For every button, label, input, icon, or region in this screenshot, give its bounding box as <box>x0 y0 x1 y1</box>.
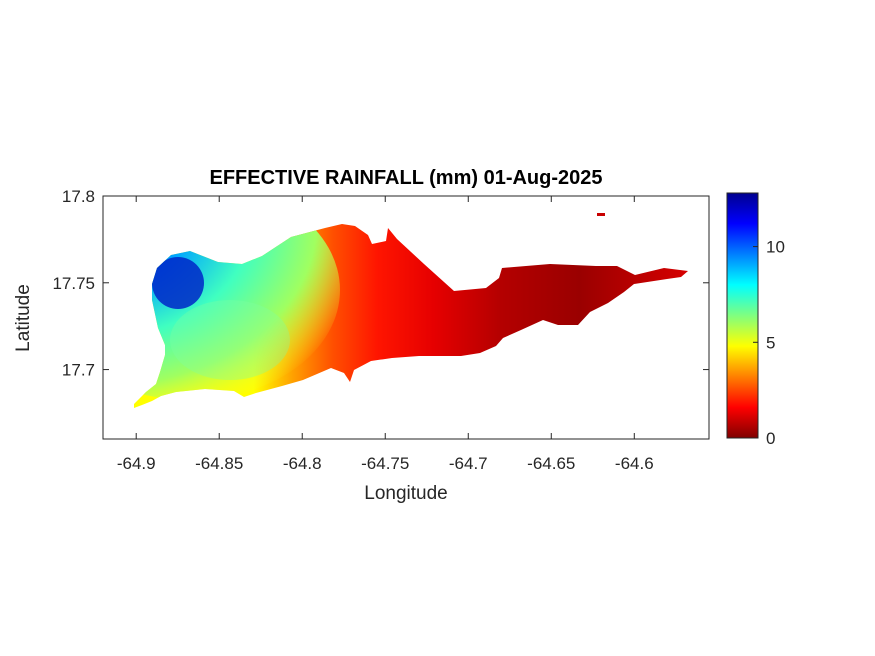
y-tick-label: 17.75 <box>52 274 95 293</box>
y-tick-label: 17.7 <box>62 361 95 380</box>
colorbar-tick-label: 5 <box>766 333 775 352</box>
x-tick-label: -64.7 <box>449 454 488 473</box>
y-tick-label: 17.8 <box>62 187 95 206</box>
islet <box>597 213 605 216</box>
colorbar-ticks: 0 5 10 <box>753 238 785 448</box>
x-tick-label: -64.6 <box>615 454 654 473</box>
colorbar: 0 5 10 <box>726 192 785 448</box>
x-tick-label: -64.8 <box>283 454 322 473</box>
colorbar-gradient <box>726 192 759 439</box>
x-tick-label: -64.65 <box>527 454 575 473</box>
x-tick-label: -64.9 <box>117 454 156 473</box>
x-tick-label: -64.85 <box>195 454 243 473</box>
x-axis-label: Longitude <box>364 483 447 504</box>
chart-title: EFFECTIVE RAINFALL (mm) 01-Aug-2025 <box>209 167 602 189</box>
x-tick-label: -64.75 <box>361 454 409 473</box>
x-axis-ticks: -64.9 -64.85 -64.8 -64.75 -64.7 -64.65 -64.6 <box>117 196 654 473</box>
y-axis-label: Latitude <box>13 284 34 352</box>
colorbar-tick-label: 10 <box>766 238 785 257</box>
colorbar-tick-label: 0 <box>766 429 775 448</box>
y-axis-ticks: 17.7 17.75 17.8 <box>52 187 709 380</box>
